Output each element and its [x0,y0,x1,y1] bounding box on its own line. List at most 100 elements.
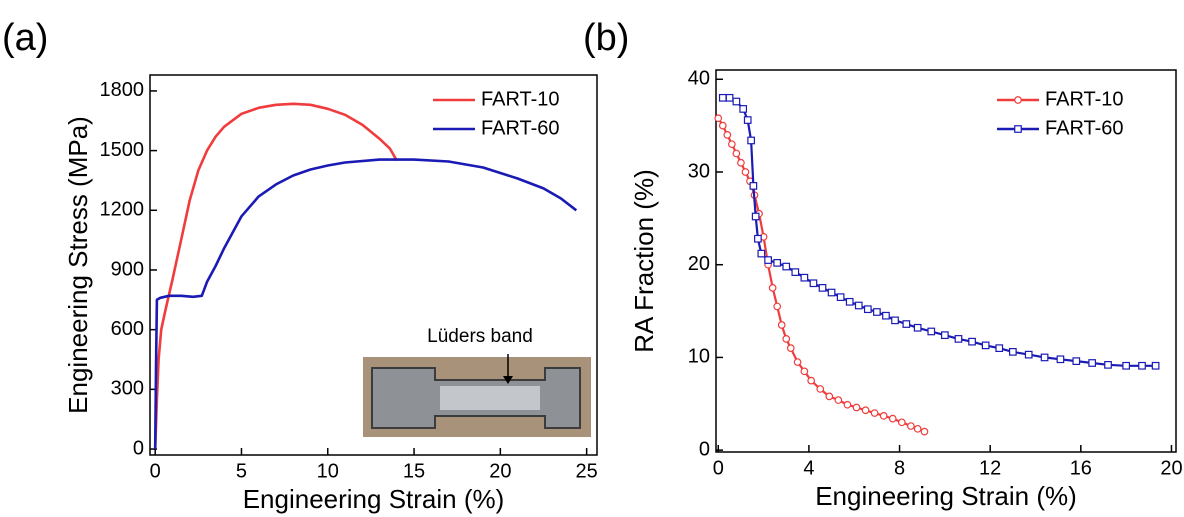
marker [941,331,949,340]
x-axis-title: Engineering Strain (%) [815,481,1077,511]
marker [816,385,825,393]
marker [825,392,834,401]
marker [1138,361,1146,370]
marker [791,268,800,276]
y-tick-label: 1500 [100,139,145,161]
x-tick-label: 25 [576,460,598,482]
marker [764,256,772,264]
marker [913,323,922,332]
marker [873,308,881,316]
marker [757,249,766,258]
legend-label: FART-60 [1045,117,1124,139]
series-line [153,102,398,450]
marker [773,302,782,311]
x-tick-label: 8 [894,457,905,479]
plot-frame [715,69,1177,453]
specimen-photo [363,354,591,437]
marker [732,97,741,106]
marker [800,367,809,376]
marker [754,234,762,243]
marker [773,259,782,267]
marker [747,136,755,145]
x-tick-label: 0 [713,457,724,479]
x-tick-label: 10 [317,460,339,482]
y-tick-label: 0 [699,438,710,460]
legend-marker [1014,96,1022,104]
marker [782,262,791,271]
y-tick-label: 300 [111,378,144,400]
marker [749,182,758,190]
x-tick-label: 20 [1160,457,1182,479]
marker [854,301,863,310]
legend-marker [1014,125,1022,133]
marker [827,288,836,297]
marker [732,149,741,158]
x-tick-label: 12 [979,457,1001,479]
marker [891,316,899,325]
marker [777,321,786,329]
y-tick-label: 1200 [100,199,145,221]
marker [836,293,845,302]
marker [902,320,911,328]
marker [718,93,727,102]
marker [1024,350,1033,359]
y-axis-title: RA Fraction (%) [629,169,659,353]
marker [809,279,818,288]
marker [786,344,795,353]
marker [743,116,752,124]
x-tick-label: 20 [489,460,511,482]
marker [818,284,827,292]
marker [741,168,750,176]
legend-label: FART-10 [481,88,560,110]
marker [800,273,809,282]
marker [718,121,727,130]
x-tick-label: 16 [1070,457,1092,479]
marker [995,344,1004,353]
y-tick-label: 40 [688,68,710,90]
marker [879,411,888,420]
marker [954,335,963,343]
y-tick-label: 20 [688,253,710,275]
marker [1040,353,1049,362]
series-line [717,117,925,433]
marker [714,114,723,123]
annotation: Lüders band [427,326,533,347]
marker [1151,361,1160,370]
marker [768,284,777,292]
panel-label: (a) [2,17,48,59]
y-tick-label: 30 [688,160,710,182]
y-axis-title: Engineering Stress (MPa) [63,116,93,414]
y-tick-label: 10 [688,346,710,368]
marker [739,105,748,113]
x-tick-label: 0 [150,460,161,482]
marker [1122,361,1130,370]
marker [888,414,897,423]
legend-label: FART-60 [481,117,560,139]
panel-label: (b) [583,17,629,59]
marker [897,418,906,427]
marker [927,327,936,336]
y-tick-label: 0 [133,437,144,459]
marker [863,305,872,314]
marker [793,358,802,366]
marker [1056,355,1065,364]
marker [882,311,890,320]
x-axis-title: Engineering Strain (%) [243,484,505,514]
y-tick-label: 600 [111,318,144,340]
marker [723,131,732,139]
y-tick-label: 900 [111,258,144,280]
marker [907,422,915,430]
marker [728,140,736,149]
marker [920,427,929,436]
y-tick-label: 1800 [100,79,145,101]
legend-label: FART-10 [1045,88,1124,110]
marker [968,337,976,346]
marker [861,406,870,415]
marker [782,335,791,343]
marker [1088,359,1097,367]
marker [1104,360,1112,369]
plot-frame [149,74,598,456]
marker [981,341,990,350]
marker [870,409,879,417]
